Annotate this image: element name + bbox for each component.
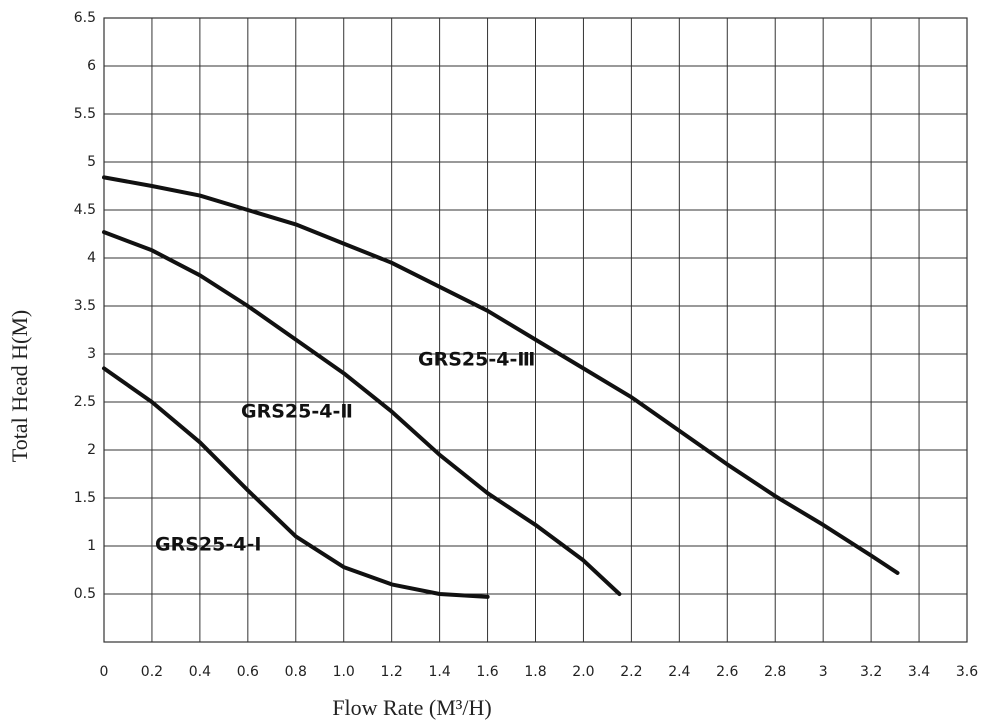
x-tick-label: 0.4	[189, 664, 211, 680]
x-tick-label: 1.4	[428, 664, 450, 680]
y-tick-label: 1	[87, 538, 96, 554]
y-tick-label: 2	[87, 442, 96, 458]
y-tick-label: 3.5	[74, 298, 96, 314]
x-axis-title: Flow Rate (M³/H)	[332, 695, 491, 720]
series-label: GRS25-4-Ⅱ	[241, 401, 353, 423]
curve	[102, 230, 622, 596]
curve	[102, 175, 900, 575]
x-tick-label: 0.2	[141, 664, 163, 680]
x-tick-label: 3.2	[860, 664, 882, 680]
y-tick-label: 6.5	[74, 10, 96, 26]
x-tick-label: 1.0	[333, 664, 355, 680]
series-label: GRS25-4-Ⅰ	[155, 534, 261, 556]
x-tick-label: 0.8	[285, 664, 307, 680]
x-tick-label: 3.4	[908, 664, 930, 680]
y-tick-label: 4.5	[74, 202, 96, 218]
x-tick-label: 2.8	[764, 664, 786, 680]
x-tick-label: 2.6	[716, 664, 738, 680]
x-tick-label: 1.8	[524, 664, 546, 680]
x-tick-label: 3.6	[956, 664, 978, 680]
series-label: GRS25-4-Ⅲ	[418, 349, 535, 371]
x-tick-label: 1.2	[381, 664, 403, 680]
x-tick-label: 2.4	[668, 664, 690, 680]
y-tick-label: 0.5	[74, 586, 96, 602]
y-tick-label: 5.5	[74, 106, 96, 122]
y-axis-title: Total Head H(M)	[7, 310, 32, 462]
y-tick-label: 3	[87, 346, 96, 362]
x-tick-label: 0	[100, 664, 109, 680]
x-tick-label: 2.0	[572, 664, 594, 680]
x-tick-label: 1.6	[476, 664, 498, 680]
y-tick-label: 6	[87, 58, 96, 74]
x-tick-label: 0.6	[237, 664, 259, 680]
y-tick-label: 4	[87, 250, 96, 266]
curve	[102, 366, 490, 599]
x-tick-label: 2.2	[620, 664, 642, 680]
x-tick-label: 3	[819, 664, 828, 680]
y-tick-label: 1.5	[74, 490, 96, 506]
y-tick-label: 2.5	[74, 394, 96, 410]
y-tick-label: 5	[87, 154, 96, 170]
